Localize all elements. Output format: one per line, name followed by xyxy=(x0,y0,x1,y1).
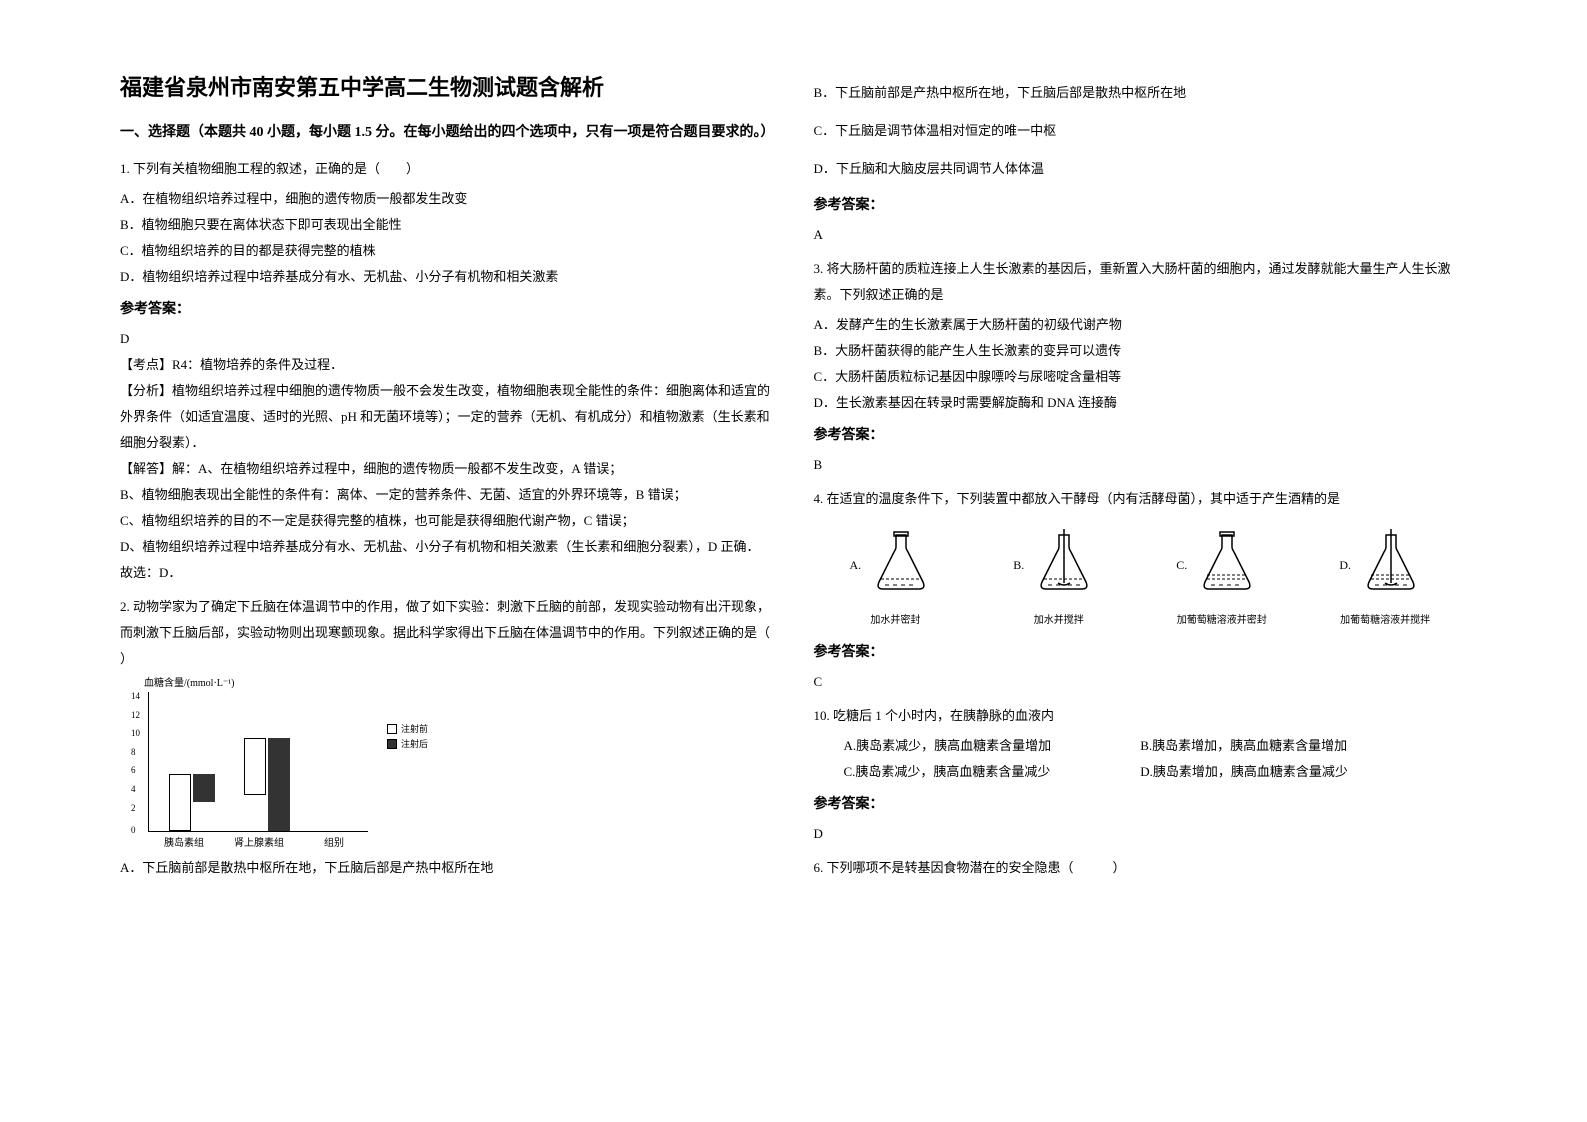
flask-D-icon xyxy=(1351,527,1431,607)
flask-B: B. 加水并搅拌 xyxy=(1013,527,1104,626)
flask-B-label: B. xyxy=(1013,558,1024,573)
bar-g1-before xyxy=(169,774,191,831)
q10-answer-label: 参考答案： xyxy=(814,793,1468,813)
q2-optB: B．下丘脑前部是产热中枢所在地，下丘脑后部是散热中枢所在地 xyxy=(814,80,1468,106)
bar-chart: 血糖含量/(mmol·L⁻¹) 14 12 10 8 6 4 2 0 胰岛素组 … xyxy=(148,692,368,832)
bar-g2-after xyxy=(268,738,290,831)
chart-legend: 注射前 注射后 xyxy=(387,722,428,752)
ytick-2: 2 xyxy=(131,803,136,813)
legend-after: 注射后 xyxy=(387,737,428,750)
flask-A-label: A. xyxy=(850,558,862,573)
ytick-0: 0 xyxy=(131,825,136,835)
q10-optB: B.胰岛素增加，胰高血糖素含量增加 xyxy=(1140,733,1467,759)
q3-answer-label: 参考答案： xyxy=(814,424,1468,444)
ytick-8: 8 xyxy=(131,747,136,757)
q2-optA: A．下丘脑前部是散热中枢所在地，下丘脑后部是产热中枢所在地 xyxy=(120,855,774,881)
bar-group-1 xyxy=(169,774,215,831)
ytick-6: 6 xyxy=(131,765,136,775)
xlabel-1: 胰岛素组 xyxy=(164,834,204,849)
q1-analysis5: D、植物组织培养过程中培养基成分有水、无机盐、小分子有机物和相关激素（生长素和细… xyxy=(120,534,774,560)
q4-answer: C xyxy=(814,669,1468,695)
flask-C-caption: 加葡萄糖溶液并密封 xyxy=(1176,611,1267,626)
flask-C-icon xyxy=(1187,527,1267,607)
q2-answer-label: 参考答案： xyxy=(814,194,1468,214)
q1-analysis1: 【分析】植物组织培养过程中细胞的遗传物质一般不会发生改变，植物细胞表现全能性的条… xyxy=(120,378,774,456)
q3-answer: B xyxy=(814,452,1468,478)
q1-analysis2: 【解答】解：A、在植物组织培养过程中，细胞的遗传物质一般都不发生改变，A 错误； xyxy=(120,456,774,482)
q1-stem: 1. 下列有关植物细胞工程的叙述，正确的是（ ） xyxy=(120,156,774,182)
q3-stem: 3. 将大肠杆菌的质粒连接上人生长激素的基因后，重新置入大肠杆菌的细胞内，通过发… xyxy=(814,256,1468,308)
flask-C: C. 加葡萄糖溶液并密封 xyxy=(1176,527,1267,626)
q1-conclusion: 故选：D． xyxy=(120,560,774,586)
ytick-12: 12 xyxy=(131,710,140,720)
q2-optD: D．下丘脑和大脑皮层共同调节人体体温 xyxy=(814,156,1468,182)
flask-row: A. 加水并密封 B. 加水 xyxy=(814,527,1468,626)
q1-answer: D xyxy=(120,326,774,352)
xlabel-3: 组别 xyxy=(324,834,344,849)
q1-optD: D．植物组织培养过程中培养基成分有水、无机盐、小分子有机物和相关激素 xyxy=(120,264,774,290)
q1-analysis4: C、植物组织培养的目的不一定是获得完整的植株，也可能是获得细胞代谢产物，C 错误… xyxy=(120,508,774,534)
q6-stem: 6. 下列哪项不是转基因食物潜在的安全隐患（ ） xyxy=(814,855,1468,881)
q4-answer-label: 参考答案： xyxy=(814,641,1468,661)
q10-optA: A.胰岛素减少，胰高血糖素含量增加 xyxy=(814,733,1141,759)
q1-optC: C．植物组织培养的目的都是获得完整的植株 xyxy=(120,238,774,264)
q1-analysis3: B、植物细胞表现出全能性的条件有：离体、一定的营养条件、无菌、适宜的外界环境等，… xyxy=(120,482,774,508)
flask-B-caption: 加水并搅拌 xyxy=(1013,611,1104,626)
q3-optC: C．大肠杆菌质粒标记基因中腺嘌呤与尿嘧啶含量相等 xyxy=(814,364,1468,390)
ytick-14: 14 xyxy=(131,691,140,701)
q10-optD: D.胰岛素增加，胰高血糖素含量减少 xyxy=(1140,759,1467,785)
flask-D-caption: 加葡萄糖溶液并搅拌 xyxy=(1339,611,1431,626)
q10-stem: 10. 吃糖后 1 个小时内，在胰静脉的血液内 xyxy=(814,703,1468,729)
left-column: 福建省泉州市南安第五中学高二生物测试题含解析 一、选择题（本题共 40 小题，每… xyxy=(100,70,794,1052)
flask-A-caption: 加水并密封 xyxy=(850,611,942,626)
legend-box-before xyxy=(387,724,397,734)
q10-optC: C.胰岛素减少，胰高血糖素含量减少 xyxy=(814,759,1141,785)
q3-optA: A．发酵产生的生长激素属于大肠杆菌的初级代谢产物 xyxy=(814,312,1468,338)
flask-B-icon xyxy=(1024,527,1104,607)
q10-row1: A.胰岛素减少，胰高血糖素含量增加 B.胰岛素增加，胰高血糖素含量增加 xyxy=(814,733,1468,759)
legend-box-after xyxy=(387,739,397,749)
right-column: B．下丘脑前部是产热中枢所在地，下丘脑后部是散热中枢所在地 C．下丘脑是调节体温… xyxy=(794,70,1488,1052)
q1-point: 【考点】R4：植物培养的条件及过程． xyxy=(120,352,774,378)
legend-before: 注射前 xyxy=(387,722,428,735)
q4-stem: 4. 在适宜的温度条件下，下列装置中都放入干酵母（内有活酵母菌），其中适于产生酒… xyxy=(814,486,1468,512)
legend-label-after: 注射后 xyxy=(401,737,428,750)
ytick-10: 10 xyxy=(131,728,140,738)
q1-optA: A．在植物组织培养过程中，细胞的遗传物质一般都发生改变 xyxy=(120,186,774,212)
q1-answer-label: 参考答案： xyxy=(120,298,774,318)
bar-group-2 xyxy=(244,738,290,831)
q2-optC: C．下丘脑是调节体温相对恒定的唯一中枢 xyxy=(814,118,1468,144)
legend-label-before: 注射前 xyxy=(401,722,428,735)
bar-g2-before xyxy=(244,738,266,795)
ytick-4: 4 xyxy=(131,784,136,794)
flask-D-label: D. xyxy=(1339,558,1351,573)
q2-answer: A xyxy=(814,222,1468,248)
flask-D: D. 加葡萄糖溶液并搅拌 xyxy=(1339,527,1431,626)
xlabel-2: 肾上腺素组 xyxy=(234,834,284,849)
bar-chart-container: 血糖含量/(mmol·L⁻¹) 14 12 10 8 6 4 2 0 胰岛素组 … xyxy=(120,684,774,840)
q3-optD: D．生长激素基因在转录时需要解旋酶和 DNA 连接酶 xyxy=(814,390,1468,416)
flask-A: A. 加水并密封 xyxy=(850,527,942,626)
q10-row2: C.胰岛素减少，胰高血糖素含量减少 D.胰岛素增加，胰高血糖素含量减少 xyxy=(814,759,1468,785)
q2-stem: 2. 动物学家为了确定下丘脑在体温调节中的作用，做了如下实验：刺激下丘脑的前部，… xyxy=(120,594,774,672)
section-header: 一、选择题（本题共 40 小题，每小题 1.5 分。在每小题给出的四个选项中，只… xyxy=(120,122,774,144)
q10-answer: D xyxy=(814,821,1468,847)
q3-optB: B．大肠杆菌获得的能产生人生长激素的变异可以遗传 xyxy=(814,338,1468,364)
chart-y-title: 血糖含量/(mmol·L⁻¹) xyxy=(144,674,235,689)
flask-C-label: C. xyxy=(1176,558,1187,573)
flask-A-icon xyxy=(861,527,941,607)
page-title: 福建省泉州市南安第五中学高二生物测试题含解析 xyxy=(120,70,774,102)
q1-optB: B．植物细胞只要在离体状态下即可表现出全能性 xyxy=(120,212,774,238)
bar-g1-after xyxy=(193,774,215,802)
